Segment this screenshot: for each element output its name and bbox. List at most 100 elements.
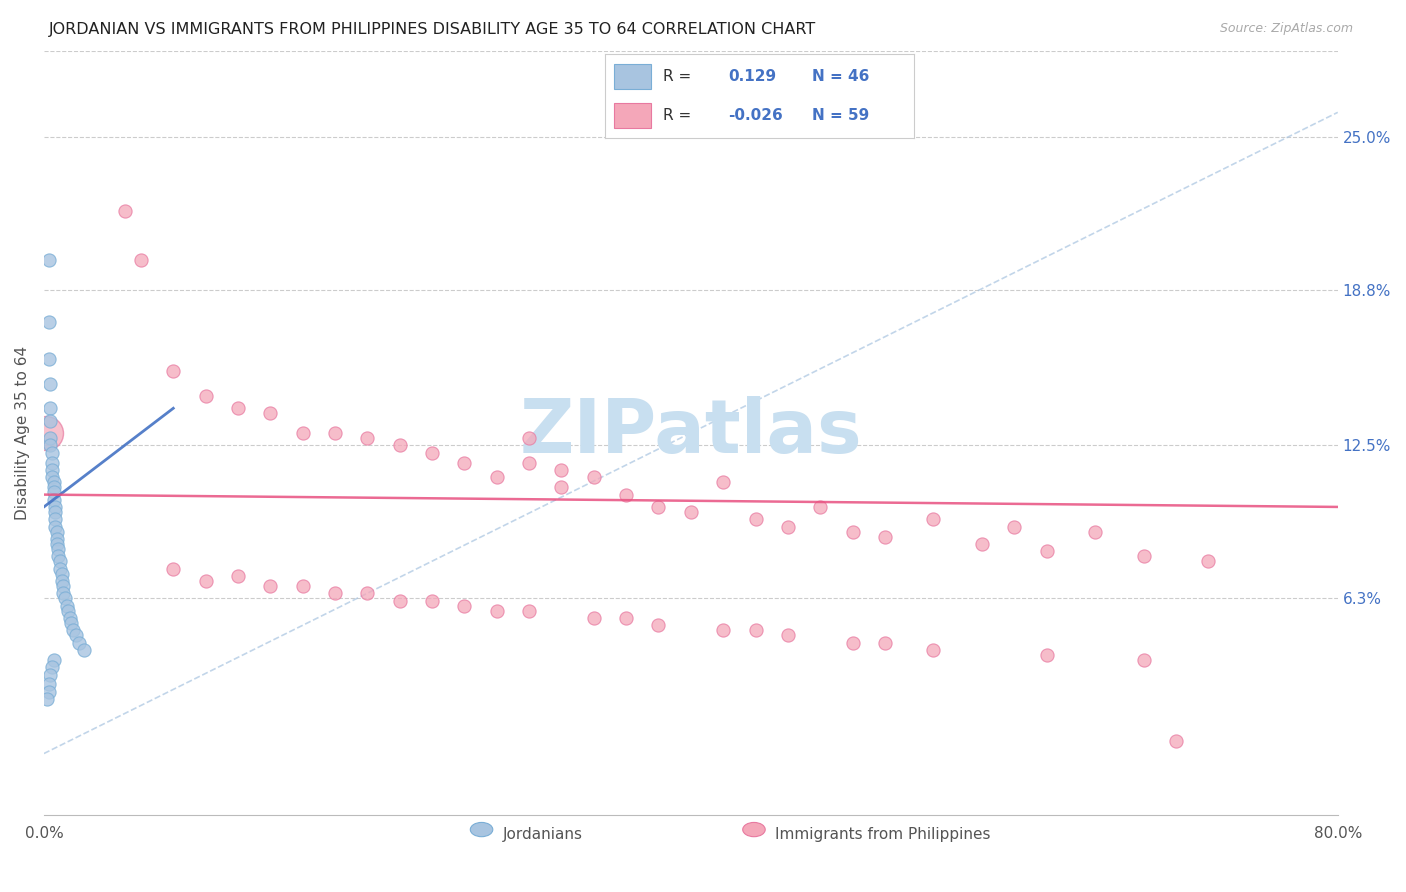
Point [53,591,76,606]
Point [582,611,605,625]
Point [388,593,411,607]
Point [776,628,799,642]
Point [38,677,60,691]
Point [550,463,572,477]
Point [41,456,63,470]
Point [194,574,217,588]
FancyBboxPatch shape [614,63,651,89]
Point [129,253,152,268]
Point [647,500,669,514]
Point [39,431,62,445]
Point [37,692,59,706]
FancyBboxPatch shape [614,103,651,128]
Point [162,561,184,575]
Point [550,480,572,494]
Point [711,475,734,490]
Text: N = 46: N = 46 [811,69,869,84]
Point [922,512,945,526]
Point [44,500,66,514]
Point [52,579,75,593]
Point [1132,653,1154,667]
Point [39,376,62,391]
Point [291,425,314,440]
Point [226,569,249,583]
Point [48,549,70,564]
Point [39,438,62,452]
Point [38,685,60,699]
Point [48,541,70,556]
Point [42,653,65,667]
Point [356,586,378,600]
Point [776,519,799,533]
Point [1084,524,1107,539]
Point [259,406,281,420]
Text: R =: R = [664,69,692,84]
Point [614,487,637,501]
Point [42,480,65,494]
Point [970,537,993,551]
Point [517,603,540,617]
Point [41,463,63,477]
Text: Immigrants from Philippines: Immigrants from Philippines [775,827,991,841]
Point [41,445,63,459]
Point [65,628,87,642]
Point [114,204,136,219]
Point [808,500,831,514]
Point [45,532,67,546]
Point [41,470,63,484]
Point [41,660,63,674]
Point [1002,519,1025,533]
Point [841,635,863,649]
Point [1164,734,1187,748]
Point [582,470,605,484]
Point [42,485,65,500]
Point [647,618,669,632]
Point [34,425,56,440]
Point [485,603,508,617]
Point [1035,648,1057,662]
Text: R =: R = [664,108,692,123]
Point [51,566,73,581]
Point [194,389,217,403]
Point [744,512,766,526]
Point [52,586,75,600]
Point [69,635,91,649]
Point [1035,544,1057,558]
Text: JORDANIAN VS IMMIGRANTS FROM PHILIPPINES DISABILITY AGE 35 TO 64 CORRELATION CHA: JORDANIAN VS IMMIGRANTS FROM PHILIPPINES… [49,22,817,37]
Point [39,414,62,428]
Point [62,624,84,638]
Point [453,456,475,470]
Point [51,574,73,588]
Point [49,561,72,575]
Point [517,431,540,445]
Point [39,401,62,416]
Point [38,253,60,268]
Point [45,524,67,539]
Point [356,431,378,445]
Text: Source: ZipAtlas.com: Source: ZipAtlas.com [1219,22,1353,36]
Point [49,554,72,568]
Point [226,401,249,416]
Point [1197,554,1219,568]
Point [614,611,637,625]
Point [1132,549,1154,564]
Point [922,643,945,657]
Point [873,529,896,543]
Point [259,579,281,593]
Point [38,351,60,366]
Point [44,519,66,533]
Y-axis label: Disability Age 35 to 64: Disability Age 35 to 64 [15,346,30,520]
Point [873,635,896,649]
Point [45,537,67,551]
Point [39,667,62,681]
Point [55,599,77,613]
Point [56,603,79,617]
Point [744,624,766,638]
Text: 0.129: 0.129 [728,69,776,84]
Point [44,512,66,526]
Point [841,524,863,539]
Point [44,505,66,519]
Point [388,438,411,452]
Point [59,611,82,625]
Point [420,593,443,607]
